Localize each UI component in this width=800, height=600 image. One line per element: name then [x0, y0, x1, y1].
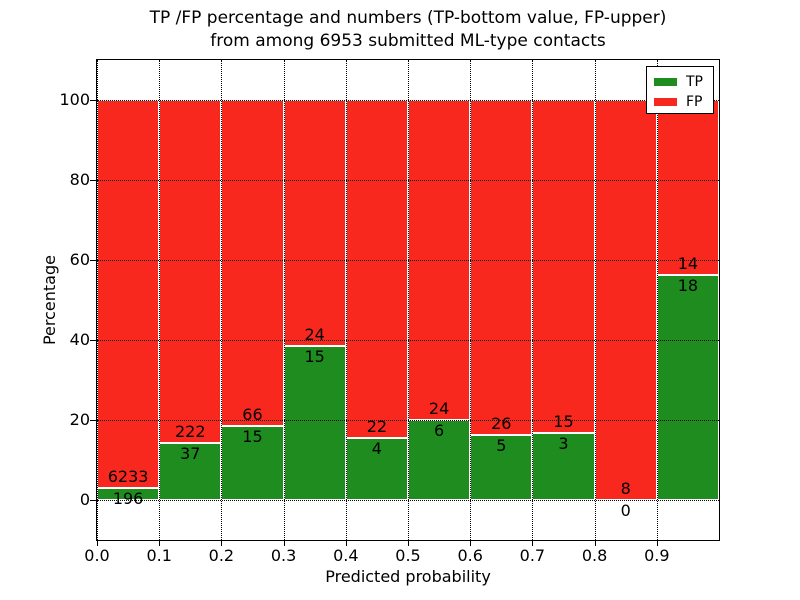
fp-bar-segment	[97, 100, 160, 488]
tp-count-label: 0	[620, 501, 631, 520]
y-tick-label: 80	[69, 170, 90, 189]
v-gridline	[408, 60, 409, 540]
fp-bar-segment	[656, 100, 719, 275]
chart-title-line1: TP /FP percentage and numbers (TP-bottom…	[149, 8, 667, 28]
tp-count-label: 4	[371, 439, 382, 459]
x-tick-mark	[221, 540, 223, 546]
y-tick-label: 100	[59, 90, 90, 109]
fp-count-label: 6233	[107, 466, 149, 486]
x-tick-mark	[97, 540, 98, 546]
y-tick-mark	[90, 260, 96, 261]
x-tick-label: 0.5	[395, 546, 421, 565]
x-tick-mark	[594, 540, 596, 546]
y-axis-label: Percentage	[40, 255, 59, 346]
tp-count-label: 15	[242, 426, 263, 446]
fp-count-label: 14	[677, 254, 699, 273]
y-tick-mark	[90, 100, 96, 101]
fp-count-label: 15	[553, 412, 574, 432]
y-tick-label: 20	[69, 410, 90, 429]
x-tick-label: 0.2	[208, 546, 235, 565]
legend-entry-tp: TP	[647, 72, 713, 92]
x-tick-label: 0.8	[581, 546, 608, 565]
legend-tp-label: TP	[686, 74, 703, 90]
y-tick-label: 60	[69, 250, 90, 269]
legend-tp-swatch	[654, 78, 677, 86]
x-tick-label: 0.7	[519, 546, 546, 565]
v-gridline	[159, 60, 161, 540]
tp-count-label: 5	[496, 436, 507, 456]
x-tick-mark	[283, 540, 285, 546]
legend-entry-fp: FP	[647, 92, 713, 112]
fp-bar-segment	[345, 100, 408, 439]
x-tick-mark	[656, 540, 658, 546]
y-tick-label: 40	[69, 330, 90, 349]
x-tick-label: 0.9	[644, 546, 670, 565]
x-tick-label: 0.1	[146, 546, 172, 565]
fp-bar-segment	[159, 100, 222, 443]
tp-bar-segment	[221, 425, 284, 500]
tp-bar-segment	[159, 442, 222, 500]
fp-bar-segment	[221, 100, 284, 426]
x-axis-label: Predicted probability	[325, 567, 491, 586]
legend-fp-swatch	[654, 98, 677, 106]
fp-count-label: 66	[242, 404, 263, 424]
y-tick-mark	[90, 420, 96, 421]
fp-bar-segment	[532, 100, 595, 434]
tp-bar-segment	[532, 433, 595, 500]
x-tick-label: 0.4	[333, 546, 359, 565]
tp-count-label: 15	[304, 347, 325, 367]
v-gridline	[283, 60, 285, 540]
v-gridline	[470, 60, 472, 540]
v-gridline	[532, 60, 534, 540]
fp-count-label: 26	[491, 414, 512, 434]
x-tick-label: 0.3	[270, 546, 297, 565]
tp-count-label: 196	[112, 488, 144, 508]
v-gridline	[345, 60, 347, 540]
fp-bar-segment	[594, 100, 657, 500]
tp-count-label: 6	[434, 421, 445, 440]
chart-title-line2: from among 6953 submitted ML-type contac…	[210, 31, 606, 51]
fp-count-label: 22	[366, 417, 388, 437]
tp-count-label: 37	[180, 443, 201, 463]
tp-bar-segment	[656, 275, 719, 500]
x-tick-mark	[159, 540, 161, 546]
x-tick-label: 0.0	[84, 546, 110, 565]
x-tick-mark	[408, 540, 409, 546]
tp-count-label: 18	[677, 276, 699, 295]
x-tick-mark	[532, 540, 534, 546]
v-gridline	[656, 60, 658, 540]
fp-count-label: 24	[428, 399, 450, 418]
fp-count-label: 8	[620, 479, 631, 498]
y-tick-mark	[90, 340, 96, 341]
y-tick-mark	[90, 180, 96, 181]
v-gridline	[594, 60, 596, 540]
fp-bar-segment	[470, 100, 533, 436]
y-tick-label: 0	[79, 490, 90, 509]
x-tick-mark	[470, 540, 472, 546]
chart-title: TP /FP percentage and numbers (TP-bottom…	[96, 7, 720, 53]
fp-count-label: 222	[175, 421, 206, 441]
fp-bar-segment	[283, 100, 346, 347]
tp-bar-segment	[283, 346, 346, 500]
v-gridline	[97, 60, 98, 540]
y-tick-mark	[90, 500, 96, 501]
v-gridline	[221, 60, 223, 540]
fp-count-label: 24	[304, 325, 325, 345]
tp-bar-segment	[345, 438, 408, 500]
legend: TP FP	[646, 66, 714, 114]
legend-fp-label: FP	[686, 94, 703, 110]
x-tick-label: 0.6	[457, 546, 483, 565]
tp-count-label: 3	[558, 434, 569, 454]
plot-area: TP FP 6233 196 222 37 66 15 24 15 22 4 24 6 26 5 15 3 8 0…	[96, 59, 720, 541]
x-tick-mark	[345, 540, 347, 546]
